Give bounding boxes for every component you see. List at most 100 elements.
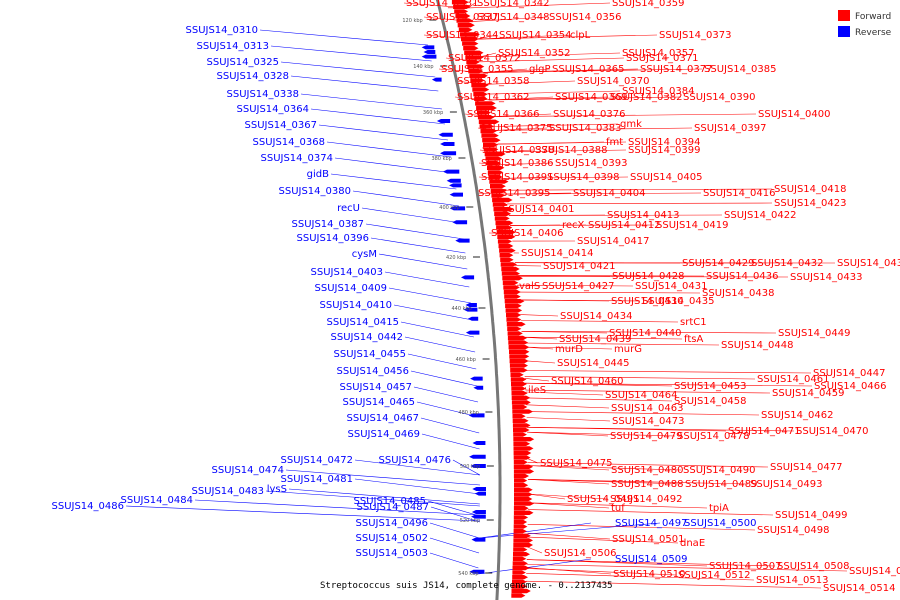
forward-gene-arrow	[461, 36, 479, 42]
gene-label-ssujs14-0395: SSUJS14_0395	[478, 188, 551, 199]
gene-label-ssujs14-0430: SSUJS14_0430	[611, 296, 684, 307]
forward-gene-arrow	[513, 441, 531, 447]
forward-gene-arrow	[509, 354, 530, 359]
forward-gene-arrow	[500, 262, 517, 267]
gene-label-ssujs14-0509: SSUJS14_0509	[615, 554, 688, 565]
gene-label-lyss: lysS	[267, 484, 287, 495]
gene-label-glgp: glgP	[529, 64, 551, 75]
gene-label-ssujs14-0489: SSUJS14_0489	[685, 479, 758, 490]
forward-gene-arrow	[494, 216, 510, 221]
forward-gene-arrow	[487, 170, 504, 175]
forward-leader-line	[483, 68, 551, 73]
forward-gene-arrow	[451, 0, 469, 5]
forward-leader-line	[526, 559, 776, 567]
forward-gene-arrow	[513, 538, 533, 543]
gene-label-ssujs14-0370: SSUJS14_0370	[577, 76, 650, 87]
reverse-gene-arrow	[446, 178, 461, 183]
reverse-gene-arrow	[455, 238, 470, 243]
forward-gene-arrow	[513, 446, 534, 451]
forward-leader-line	[501, 162, 554, 165]
gene-label-ssujs14-0457: SSUJS14_0457	[340, 382, 413, 393]
reverse-gene-arrow	[465, 303, 477, 307]
gene-label-gmk: gmk	[620, 119, 642, 130]
forward-leader-line	[520, 320, 679, 323]
gene-label-ssujs14-0375: SSUJS14_0375	[480, 123, 553, 134]
forward-leader-line	[503, 176, 629, 179]
gene-label-ssujs14-0496: SSUJS14_0496	[356, 518, 429, 529]
forward-gene-arrow	[512, 556, 527, 561]
reverse-leader-line	[259, 29, 429, 46]
reverse-gene-arrow	[474, 491, 486, 496]
reverse-leader-line	[285, 469, 481, 486]
reverse-gene-arrow	[449, 206, 466, 211]
gene-label-ssujs14-0403: SSUJS14_0403	[311, 267, 384, 278]
forward-leader-line	[525, 391, 604, 396]
forward-leader-line	[527, 493, 609, 500]
gene-label-ssujs14-0376: SSUJS14_0376	[553, 109, 626, 120]
forward-gene-arrow	[505, 308, 523, 313]
gene-label-ssujs14-0409: SSUJS14_0409	[315, 283, 388, 294]
gene-label-ssujs14-0491: SSUJS14_0491	[567, 494, 640, 505]
forward-gene-arrow	[458, 27, 473, 32]
forward-gene-arrow	[511, 400, 531, 405]
forward-gene-arrow	[512, 561, 528, 566]
forward-gene-arrow	[513, 437, 535, 442]
forward-gene-arrow	[505, 303, 522, 309]
forward-gene-arrow	[483, 147, 499, 152]
gene-label-ssujs14-0354: SSUJS14_0354	[499, 30, 572, 41]
reverse-leader-line	[429, 537, 480, 554]
forward-gene-arrow	[514, 492, 533, 497]
reverse-gene-arrow	[467, 316, 479, 321]
forward-leader-line	[524, 376, 756, 380]
forward-gene-arrow	[502, 280, 519, 286]
forward-gene-arrow	[513, 469, 535, 474]
forward-gene-arrow	[485, 156, 503, 161]
forward-gene-arrow	[504, 294, 521, 299]
gene-label-ssujs14-0325: SSUJS14_0325	[207, 57, 280, 68]
forward-gene-arrow	[476, 105, 497, 111]
forward-gene-arrow	[507, 335, 527, 341]
forward-leader-line	[516, 275, 705, 277]
gene-label-ssujs14-0344: SSUJS14_0344	[426, 30, 499, 41]
gene-label-ssujs14-0396: SSUJS14_0396	[297, 233, 370, 244]
forward-leader-line	[525, 382, 813, 387]
forward-gene-arrow	[487, 165, 505, 170]
forward-gene-arrow	[504, 299, 525, 304]
forward-gene-arrow	[480, 128, 497, 134]
forward-gene-arrow	[503, 285, 520, 290]
forward-leader-line	[527, 502, 708, 509]
forward-gene-arrow	[514, 478, 528, 483]
forward-leader-line	[527, 465, 682, 471]
gene-label-ssujs14-0510: SSUJS14_0510	[613, 569, 686, 580]
reverse-gene-arrow	[438, 132, 453, 137]
gene-label-ssujs14-0391: SSUJS14_0391	[481, 172, 554, 183]
forward-gene-arrow	[492, 197, 513, 203]
gene-label-dnae: dnaE	[680, 538, 705, 549]
reverse-gene-arrow	[449, 192, 463, 197]
reverse-leader-line	[479, 522, 661, 539]
forward-gene-arrow	[456, 18, 473, 23]
gene-label-murg: murG	[614, 344, 642, 355]
scale-tick-label: 380 kbp	[431, 156, 451, 162]
reverse-leader-line	[194, 499, 480, 516]
reverse-leader-line	[384, 271, 470, 288]
reverse-leader-line	[427, 500, 480, 517]
reverse-leader-line	[416, 401, 479, 418]
gene-label-ssujs14-0433: SSUJS14_0433	[790, 272, 863, 283]
forward-gene-arrow	[491, 193, 505, 198]
gene-label-ssujs14-0417: SSUJS14_0417	[577, 236, 650, 247]
gene-label-ssujs14-0428: SSUJS14_0428	[612, 271, 685, 282]
gene-label-tuf: tuf	[611, 503, 625, 514]
forward-gene-arrow	[499, 248, 516, 253]
forward-leader-line	[526, 564, 848, 572]
gene-label-ssujs14-0499: SSUJS14_0499	[775, 510, 848, 521]
gene-label-ssujs14-0414: SSUJS14_0414	[521, 248, 594, 259]
gene-label-ssujs14-0486: SSUJS14_0486	[52, 501, 125, 512]
forward-leader-line	[526, 404, 610, 409]
scale-tick-label: 480 kbp	[458, 410, 478, 416]
forward-gene-arrow	[497, 234, 516, 239]
forward-gene-arrow	[513, 464, 534, 470]
forward-leader-line	[507, 202, 773, 205]
forward-leader-line	[481, 57, 625, 63]
